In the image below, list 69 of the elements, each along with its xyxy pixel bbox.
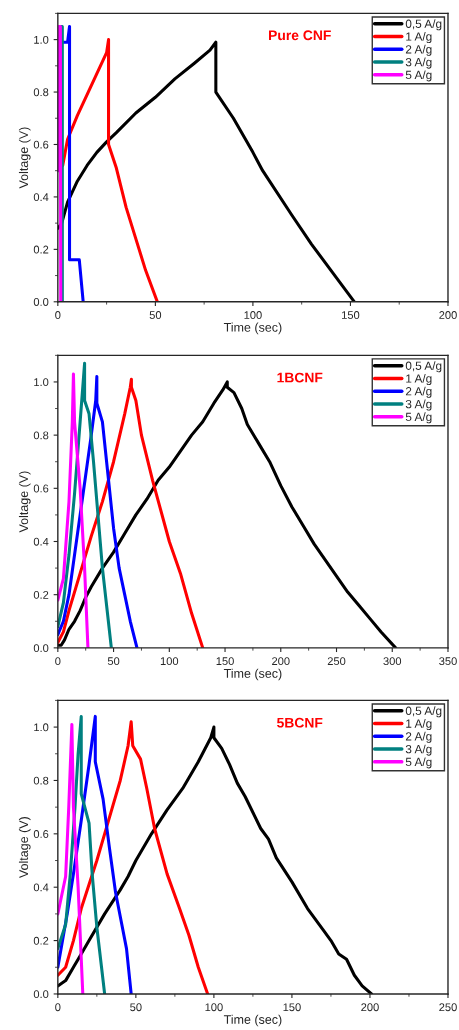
y-tick-label: 0.6 bbox=[33, 484, 49, 493]
line-series bbox=[57, 375, 139, 648]
x-tick-label: 50 bbox=[107, 657, 120, 666]
x-tick-label: 100 bbox=[160, 657, 179, 666]
legend-label: 3 A/g bbox=[405, 744, 432, 756]
x-tick-label: 250 bbox=[327, 657, 346, 666]
legend-label: 1 A/g bbox=[406, 719, 432, 731]
x-tick-label: 0 bbox=[55, 657, 61, 666]
legend-label: 2 A/g bbox=[405, 44, 432, 56]
legend-label: 2 A/g bbox=[405, 731, 432, 743]
legend-label: 1 A/g bbox=[406, 374, 432, 386]
x-tick-label: 100 bbox=[205, 1003, 223, 1012]
legend-label: 0,5 A/g bbox=[405, 19, 442, 31]
legend-label: 5 A/g bbox=[405, 70, 432, 82]
x-tick-label: 0 bbox=[55, 1003, 61, 1012]
x-tick-label: 150 bbox=[283, 1003, 301, 1012]
y-tick-label: 0.2 bbox=[33, 936, 49, 945]
x-tick-label: 50 bbox=[130, 1003, 142, 1012]
x-axis-title: Time (sec) bbox=[223, 668, 282, 681]
y-tick-label: 0.6 bbox=[33, 830, 49, 838]
legend-label: 3 A/g bbox=[405, 57, 432, 69]
legend-label: 5 A/g bbox=[405, 757, 432, 769]
x-tick-label: 200 bbox=[272, 657, 290, 666]
y-tick-label: 0.4 bbox=[33, 193, 49, 202]
x-tick-label: 200 bbox=[361, 1003, 379, 1012]
legend-label: 1 A/g bbox=[406, 32, 432, 44]
y-tick-label: 0.2 bbox=[33, 245, 49, 254]
y-axis-title: Voltage (V) bbox=[18, 817, 31, 879]
x-tick-label: 150 bbox=[342, 311, 360, 319]
x-tick-label: 0 bbox=[55, 311, 61, 319]
text: 1BCNF bbox=[277, 372, 323, 383]
legend-label: 5 A/g bbox=[405, 412, 432, 424]
line-series bbox=[61, 38, 159, 302]
y-tick-label: 0.2 bbox=[33, 590, 49, 599]
x-axis-title: Time (sec) bbox=[223, 322, 282, 335]
y-tick-label: 0.4 bbox=[33, 883, 49, 892]
legend-label: 3 A/g bbox=[405, 399, 432, 411]
text: 5BCNF bbox=[277, 717, 323, 728]
x-axis-title: Time (sec) bbox=[223, 1014, 282, 1027]
line-series bbox=[57, 714, 107, 994]
line-series bbox=[57, 722, 85, 994]
y-tick-label: 1.0 bbox=[34, 35, 49, 44]
x-tick-label: 100 bbox=[244, 311, 262, 319]
line-series bbox=[57, 361, 113, 648]
y-tick-label: 0.4 bbox=[33, 537, 49, 546]
x-tick-label: 250 bbox=[439, 1003, 457, 1012]
y-tick-label: 0.0 bbox=[33, 644, 49, 653]
line-series bbox=[57, 377, 205, 648]
legend-label: 0,5 A/g bbox=[405, 361, 442, 373]
legend-label: 0,5 A/g bbox=[405, 706, 442, 718]
y-tick-label: 0.8 bbox=[33, 776, 49, 785]
x-tick-label: 50 bbox=[149, 311, 162, 319]
y-tick-label: 0.6 bbox=[33, 140, 49, 149]
x-tick-label: 150 bbox=[216, 657, 234, 666]
y-tick-label: 0.8 bbox=[33, 88, 49, 97]
y-tick-label: 1.0 bbox=[34, 723, 49, 732]
x-tick-label: 350 bbox=[439, 657, 457, 666]
y-tick-label: 0.0 bbox=[33, 990, 49, 999]
y-tick-label: 1.0 bbox=[34, 378, 49, 387]
y-axis-title: Voltage (V) bbox=[18, 127, 31, 189]
legend-label: 2 A/g bbox=[405, 386, 432, 398]
x-tick-label: 300 bbox=[383, 657, 402, 666]
line-series bbox=[57, 720, 210, 994]
y-tick-label: 0.0 bbox=[33, 298, 49, 306]
text: Pure CNF bbox=[269, 30, 331, 41]
y-axis-title: Voltage (V) bbox=[18, 471, 31, 533]
x-tick-label: 200 bbox=[439, 311, 457, 319]
y-tick-label: 0.8 bbox=[33, 431, 49, 440]
line-series bbox=[57, 372, 90, 648]
